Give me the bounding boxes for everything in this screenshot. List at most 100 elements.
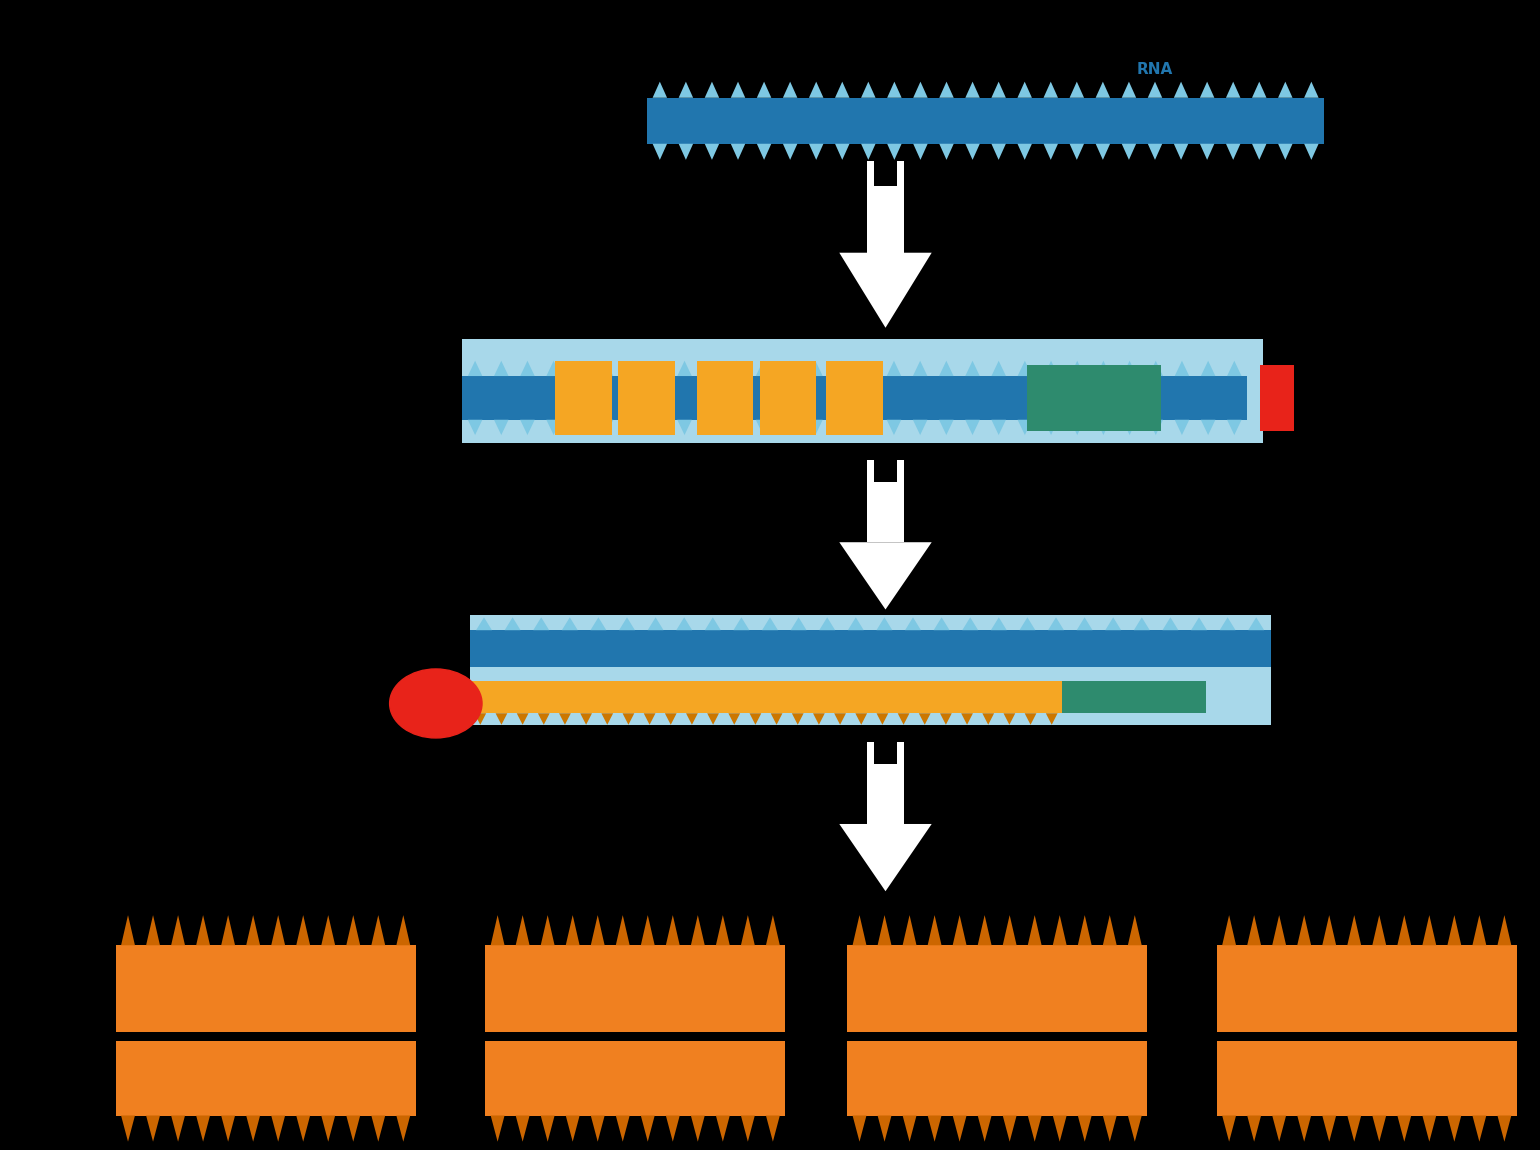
- Polygon shape: [835, 144, 850, 160]
- Polygon shape: [1070, 420, 1084, 435]
- Polygon shape: [1272, 915, 1286, 945]
- Bar: [462, 339, 1263, 443]
- Bar: [875, 460, 896, 483]
- Polygon shape: [839, 253, 932, 328]
- Polygon shape: [1019, 618, 1035, 630]
- Polygon shape: [813, 713, 825, 724]
- Bar: [1260, 365, 1294, 430]
- Polygon shape: [730, 361, 744, 376]
- Polygon shape: [491, 1116, 505, 1142]
- Polygon shape: [679, 82, 693, 98]
- Polygon shape: [913, 82, 927, 98]
- Polygon shape: [678, 361, 691, 376]
- Polygon shape: [992, 82, 1006, 98]
- Polygon shape: [927, 915, 941, 945]
- Polygon shape: [565, 1116, 579, 1142]
- Polygon shape: [1372, 915, 1386, 945]
- Polygon shape: [1127, 915, 1141, 945]
- Polygon shape: [573, 420, 587, 435]
- Text: RNA: RNA: [1137, 62, 1173, 77]
- Polygon shape: [1121, 144, 1137, 160]
- Polygon shape: [1018, 361, 1032, 376]
- Polygon shape: [792, 713, 804, 724]
- Polygon shape: [1053, 915, 1067, 945]
- Polygon shape: [1127, 1116, 1141, 1142]
- Polygon shape: [541, 1116, 554, 1142]
- Polygon shape: [581, 713, 591, 724]
- Polygon shape: [619, 618, 634, 630]
- Polygon shape: [1497, 1116, 1511, 1142]
- Polygon shape: [547, 420, 561, 435]
- Polygon shape: [573, 361, 587, 376]
- Bar: [116, 1041, 416, 1116]
- Polygon shape: [1227, 361, 1241, 376]
- Polygon shape: [1278, 144, 1292, 160]
- Polygon shape: [602, 713, 613, 724]
- Polygon shape: [371, 1116, 385, 1142]
- Polygon shape: [939, 144, 953, 160]
- Polygon shape: [1190, 618, 1207, 630]
- Polygon shape: [1018, 420, 1032, 435]
- Polygon shape: [1070, 82, 1084, 98]
- Polygon shape: [599, 361, 613, 376]
- Polygon shape: [782, 420, 796, 435]
- Polygon shape: [1103, 1116, 1116, 1142]
- Polygon shape: [819, 618, 835, 630]
- Polygon shape: [1003, 1116, 1016, 1142]
- Bar: [867, 460, 904, 543]
- Polygon shape: [876, 618, 892, 630]
- Polygon shape: [1200, 82, 1215, 98]
- Polygon shape: [505, 618, 521, 630]
- Polygon shape: [496, 713, 507, 724]
- Bar: [470, 681, 1063, 713]
- Polygon shape: [1472, 1116, 1486, 1142]
- Polygon shape: [732, 144, 745, 160]
- Polygon shape: [1078, 915, 1092, 945]
- Polygon shape: [765, 1116, 779, 1142]
- Polygon shape: [1372, 1116, 1386, 1142]
- Polygon shape: [541, 915, 554, 945]
- Polygon shape: [913, 144, 927, 160]
- Polygon shape: [1448, 1116, 1461, 1142]
- Polygon shape: [887, 82, 901, 98]
- Polygon shape: [1046, 713, 1058, 724]
- Polygon shape: [371, 915, 385, 945]
- Polygon shape: [1149, 361, 1163, 376]
- Polygon shape: [1175, 361, 1189, 376]
- Polygon shape: [533, 618, 550, 630]
- Polygon shape: [705, 82, 719, 98]
- Polygon shape: [691, 915, 705, 945]
- Polygon shape: [983, 713, 995, 724]
- Polygon shape: [1044, 82, 1058, 98]
- Polygon shape: [1423, 1116, 1437, 1142]
- Polygon shape: [1018, 82, 1032, 98]
- Polygon shape: [468, 361, 482, 376]
- Polygon shape: [1252, 82, 1266, 98]
- Polygon shape: [1053, 1116, 1067, 1142]
- Polygon shape: [1304, 82, 1318, 98]
- Polygon shape: [1123, 420, 1137, 435]
- Polygon shape: [782, 361, 796, 376]
- Polygon shape: [537, 713, 550, 724]
- Polygon shape: [1003, 915, 1016, 945]
- Polygon shape: [1096, 361, 1110, 376]
- Polygon shape: [196, 915, 209, 945]
- Polygon shape: [1348, 915, 1361, 945]
- Polygon shape: [1201, 420, 1215, 435]
- Polygon shape: [1252, 144, 1266, 160]
- Polygon shape: [665, 1116, 679, 1142]
- Polygon shape: [625, 420, 639, 435]
- Polygon shape: [1397, 1116, 1411, 1142]
- Polygon shape: [927, 1116, 941, 1142]
- Polygon shape: [1133, 618, 1150, 630]
- Polygon shape: [705, 144, 719, 160]
- Polygon shape: [1121, 82, 1137, 98]
- Polygon shape: [591, 915, 605, 945]
- Polygon shape: [878, 1116, 892, 1142]
- Polygon shape: [1200, 144, 1215, 160]
- Polygon shape: [835, 82, 850, 98]
- Polygon shape: [644, 713, 656, 724]
- Polygon shape: [732, 82, 745, 98]
- Polygon shape: [1070, 144, 1084, 160]
- Polygon shape: [953, 1116, 967, 1142]
